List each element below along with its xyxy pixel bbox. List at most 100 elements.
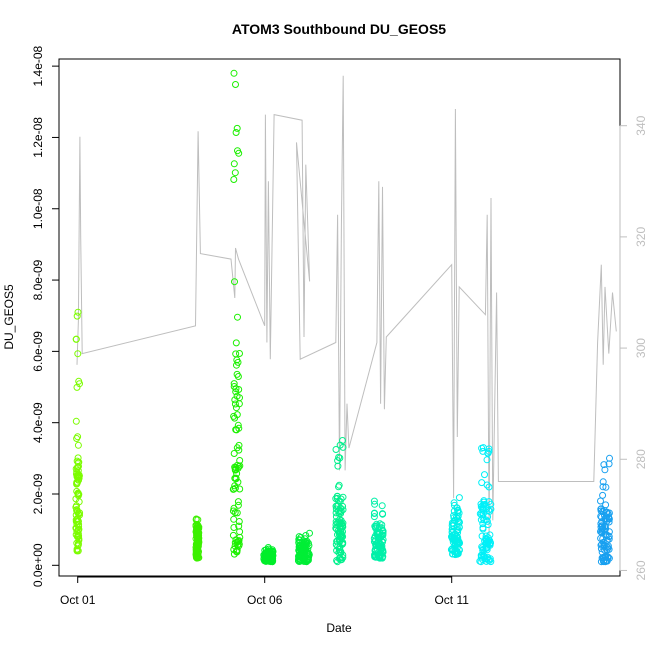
y2-tick-label: 340 <box>634 115 648 135</box>
data-point <box>602 515 610 523</box>
data-point <box>332 513 340 521</box>
data-point <box>233 509 241 517</box>
data-point <box>372 553 379 561</box>
y2-tick-label: 320 <box>634 227 648 247</box>
y-tick-label: 1.4e-08 <box>31 45 45 86</box>
data-point <box>334 531 341 539</box>
data-point <box>266 547 274 555</box>
chart-title: ATOM3 Southbound DU_GEOS5 <box>232 21 446 37</box>
data-point <box>597 545 605 553</box>
data-point <box>233 124 241 132</box>
data-point <box>332 446 340 453</box>
data-point <box>193 520 201 528</box>
point-cluster <box>72 308 84 555</box>
y-tick-label: 6.0e-09 <box>31 331 45 372</box>
data-point <box>233 426 240 434</box>
data-point <box>606 454 613 462</box>
data-point <box>297 543 305 551</box>
data-point <box>231 482 239 490</box>
data-point <box>479 510 487 518</box>
data-point <box>295 557 302 564</box>
data-point <box>332 495 340 503</box>
data-point <box>455 494 463 502</box>
data-point <box>339 523 347 531</box>
y-tick-label: 1.2e-08 <box>31 117 45 158</box>
data-point <box>74 350 82 358</box>
data-point <box>264 548 271 556</box>
data-point <box>605 532 613 540</box>
data-point <box>370 513 378 521</box>
x-tick-label: Oct 06 <box>247 593 283 607</box>
data-point <box>73 502 80 510</box>
data-point <box>481 500 489 508</box>
data-point <box>335 453 343 461</box>
data-point <box>232 350 240 358</box>
data-point <box>339 437 346 444</box>
data-point <box>479 520 487 528</box>
data-point <box>73 487 81 495</box>
data-point <box>304 539 312 547</box>
data-point <box>371 500 379 508</box>
y2-axis-right: 260 280 300 320 340 <box>619 115 648 580</box>
data-point <box>378 502 386 510</box>
data-point <box>486 531 494 539</box>
data-point <box>370 497 378 505</box>
data-point <box>483 546 491 554</box>
data-point <box>233 411 241 419</box>
data-point <box>335 483 342 491</box>
plot-area <box>72 69 617 566</box>
data-point <box>602 501 610 509</box>
data-point <box>192 515 200 523</box>
data-point <box>603 536 611 544</box>
data-point <box>232 129 240 136</box>
data-point <box>231 474 239 482</box>
data-point <box>484 521 492 529</box>
data-point <box>231 169 239 177</box>
x-axis: Oct 01 Oct 06 Oct 11 <box>60 576 469 607</box>
data-point <box>597 497 604 505</box>
y-tick-label: 0.0e+00 <box>31 543 45 587</box>
point-cluster <box>597 454 613 566</box>
data-point <box>337 549 345 557</box>
x-tick-label: Oct 11 <box>434 593 469 607</box>
y-axis-label: DU_GEOS5 <box>2 284 16 350</box>
data-point <box>233 538 241 546</box>
data-point <box>192 528 200 536</box>
data-point <box>229 507 237 515</box>
data-point <box>600 461 608 469</box>
data-point <box>332 502 340 510</box>
data-point <box>484 449 492 457</box>
data-point <box>264 544 272 551</box>
data-point <box>603 518 611 525</box>
data-point <box>235 441 243 449</box>
data-point <box>75 462 82 470</box>
data-point <box>194 544 202 552</box>
data-point <box>73 506 81 514</box>
y2-tick-label: 280 <box>634 449 648 469</box>
data-point <box>299 548 307 556</box>
data-point <box>336 454 344 462</box>
data-point <box>235 537 243 545</box>
data-point <box>234 501 242 509</box>
data-point <box>75 472 83 480</box>
data-point <box>601 466 609 474</box>
data-point <box>233 548 241 556</box>
data-point <box>484 553 492 561</box>
data-point <box>234 147 241 155</box>
data-point <box>453 549 461 557</box>
data-point <box>306 529 313 537</box>
data-point <box>230 69 238 77</box>
data-point <box>450 536 457 544</box>
data-point <box>232 466 240 474</box>
point-cluster <box>295 529 313 566</box>
data-point <box>605 535 613 543</box>
data-point <box>448 522 456 530</box>
x-axis-label: Date <box>326 621 352 635</box>
data-point <box>72 417 80 425</box>
data-point <box>479 444 487 452</box>
data-point <box>484 556 492 564</box>
data-point <box>234 498 242 506</box>
data-point <box>234 373 242 380</box>
data-point <box>597 505 605 513</box>
data-point <box>332 518 340 526</box>
